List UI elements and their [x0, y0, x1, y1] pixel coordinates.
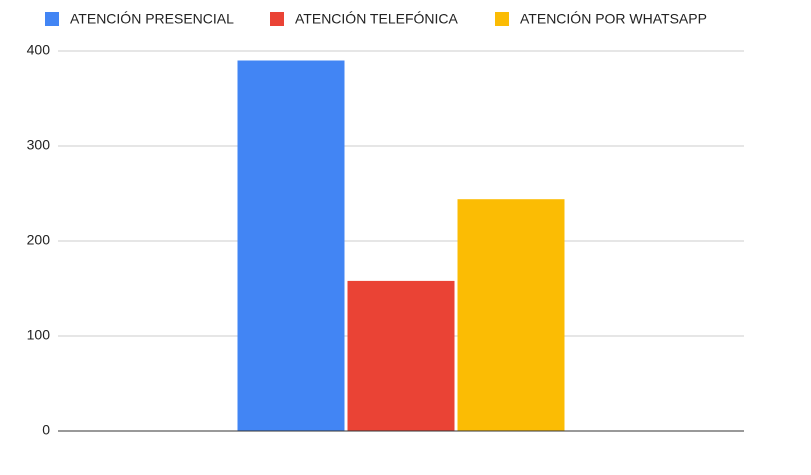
- legend-swatch: [270, 12, 284, 26]
- y-tick-label: 400: [27, 42, 51, 58]
- legend-swatch: [495, 12, 509, 26]
- y-tick-label: 100: [27, 327, 51, 343]
- legend-label: ATENCIÓN TELEFÓNICA: [295, 11, 459, 27]
- legend-label: ATENCIÓN PRESENCIAL: [70, 11, 234, 27]
- legend-label: ATENCIÓN POR WHATSAPP: [520, 11, 707, 27]
- bar: [347, 280, 455, 431]
- legend-swatch: [45, 12, 59, 26]
- y-tick-label: 0: [42, 422, 50, 438]
- y-tick-label: 300: [27, 137, 51, 153]
- bar: [237, 60, 345, 431]
- bar: [457, 199, 565, 431]
- y-tick-label: 200: [27, 232, 51, 248]
